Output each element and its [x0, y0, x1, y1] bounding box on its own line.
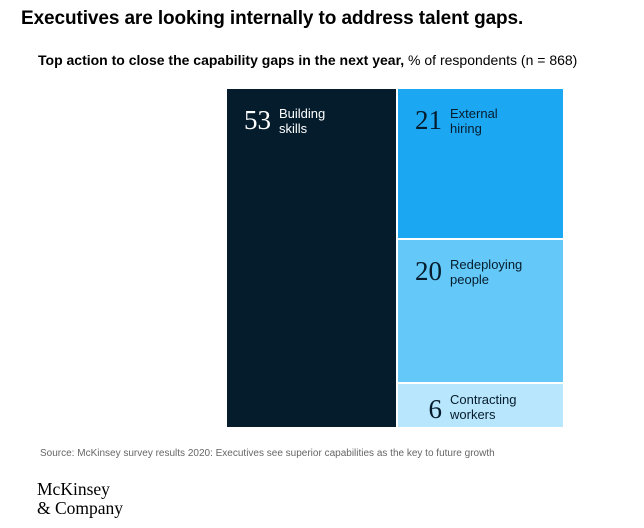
- tile-label: External hiring: [450, 106, 540, 136]
- chart-title: Executives are looking internally to add…: [21, 8, 524, 29]
- tile-building-skills: 53 Building skills: [227, 89, 396, 427]
- tile-value: 21: [415, 105, 442, 135]
- tile-value: 6: [428, 394, 443, 424]
- tile-label-line-1: External: [450, 106, 498, 121]
- tile-label-line-1: Contracting: [450, 392, 517, 407]
- mckinsey-logo: McKinsey & Company: [37, 480, 123, 518]
- source-note: Source: McKinsey survey results 2020: Ex…: [40, 448, 495, 459]
- tile-label: Contracting workers: [450, 392, 540, 422]
- tile-label-line-2: hiring: [450, 121, 482, 136]
- tile-external-hiring: 21 External hiring: [398, 89, 563, 238]
- tile-label-line-2: workers: [450, 407, 496, 422]
- subtitle-bold: Top action to close the capability gaps …: [38, 52, 405, 68]
- tile-value: 20: [415, 256, 442, 286]
- tile-label-line-1: Redeploying: [450, 257, 523, 272]
- logo-line-2: & Company: [37, 498, 124, 518]
- tile-value: 53: [244, 105, 271, 135]
- logo-line-1: McKinsey: [37, 479, 110, 499]
- chart-subtitle: Top action to close the capability gaps …: [38, 52, 577, 68]
- treemap-chart: 53 Building skills 21 External hiring 20 Redepl…: [227, 89, 563, 427]
- tile-label-line-2: people: [450, 272, 490, 287]
- tile-label-line-1: Building: [279, 106, 326, 121]
- tile-label: Redeploying people: [450, 257, 540, 287]
- tile-redeploying-people: 20 Redeploying people: [398, 240, 563, 382]
- tile-contracting-workers: 6 Contracting workers: [398, 384, 563, 427]
- subtitle-rest: % of respondents (n = 868): [404, 52, 578, 68]
- tile-label-line-2: skills: [279, 121, 308, 136]
- tile-label: Building skills: [279, 106, 369, 136]
